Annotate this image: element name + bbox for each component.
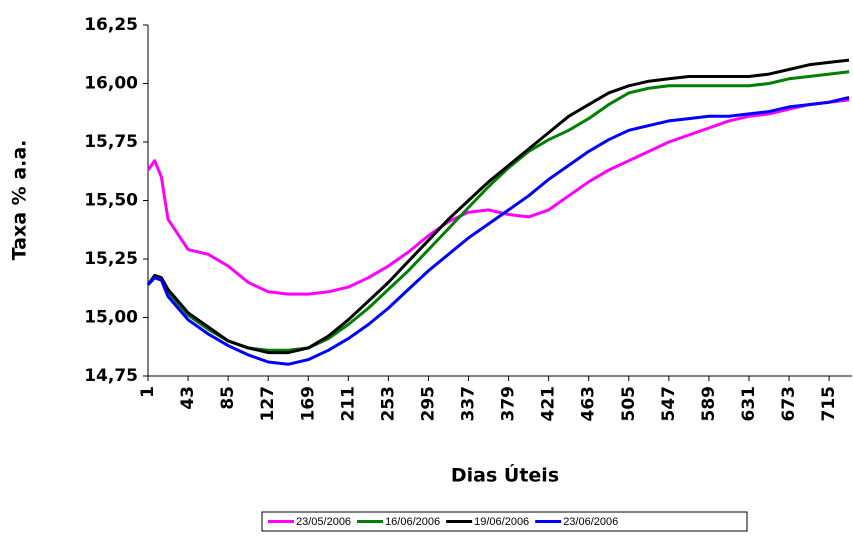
legend-label: 16/06/2006 xyxy=(385,516,440,528)
x-tick-label: 673 xyxy=(779,386,799,422)
x-tick-label: 715 xyxy=(819,386,839,422)
series-line xyxy=(146,58,850,355)
series-line xyxy=(146,98,850,296)
x-tick-label: 1 xyxy=(138,386,158,398)
x-tick-label: 421 xyxy=(539,386,559,422)
x-tick-label: 211 xyxy=(338,386,358,422)
x-tick-label: 43 xyxy=(178,386,198,410)
legend-label: 19/06/2006 xyxy=(474,516,529,528)
x-tick-label: 379 xyxy=(499,386,519,422)
series-line xyxy=(146,96,850,366)
y-tick-label: 16,00 xyxy=(84,74,138,94)
y-axis-title: Taxa % a.a. xyxy=(9,140,31,261)
x-tick-label: 127 xyxy=(258,386,278,422)
x-tick-label: 631 xyxy=(739,386,759,422)
y-tick-label: 15,00 xyxy=(84,308,138,328)
x-tick-label: 505 xyxy=(619,386,639,422)
x-tick-label: 253 xyxy=(378,386,398,422)
y-tick-label: 16,25 xyxy=(84,15,138,35)
y-tick-label: 14,75 xyxy=(84,366,138,386)
x-tick-label: 547 xyxy=(659,386,679,422)
x-tick-label: 295 xyxy=(418,386,438,422)
x-axis-title: Dias Úteis xyxy=(451,463,559,487)
x-tick-label: 169 xyxy=(298,386,318,422)
x-tick-label: 463 xyxy=(579,386,599,422)
legend-label: 23/05/2006 xyxy=(296,516,351,528)
y-tick-label: 15,25 xyxy=(84,249,138,269)
y-tick-label: 15,50 xyxy=(84,191,138,211)
x-tick-label: 589 xyxy=(699,386,719,422)
legend-label: 23/06/2006 xyxy=(563,516,618,528)
x-tick-label: 337 xyxy=(459,386,479,422)
x-tick-label: 85 xyxy=(218,386,238,410)
legend-box xyxy=(261,511,748,532)
y-tick-label: 15,75 xyxy=(84,132,138,152)
